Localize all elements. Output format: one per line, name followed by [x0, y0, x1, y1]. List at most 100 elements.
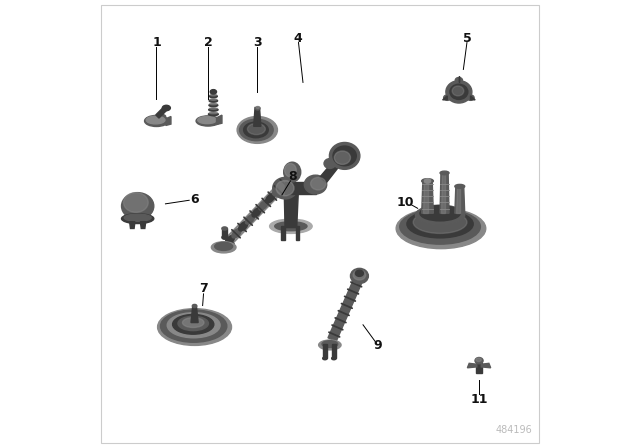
- Ellipse shape: [173, 314, 214, 334]
- Polygon shape: [320, 157, 342, 183]
- Ellipse shape: [210, 103, 217, 105]
- Ellipse shape: [353, 270, 365, 280]
- Ellipse shape: [157, 309, 232, 345]
- Ellipse shape: [400, 209, 481, 244]
- Ellipse shape: [245, 215, 255, 224]
- Ellipse shape: [273, 177, 298, 199]
- Ellipse shape: [285, 164, 296, 177]
- Polygon shape: [332, 344, 336, 358]
- Ellipse shape: [237, 116, 278, 143]
- Ellipse shape: [156, 114, 166, 119]
- Polygon shape: [140, 222, 146, 228]
- Polygon shape: [216, 115, 222, 125]
- Ellipse shape: [422, 179, 433, 183]
- Polygon shape: [467, 363, 477, 368]
- Ellipse shape: [255, 107, 260, 110]
- Polygon shape: [130, 222, 135, 228]
- FancyArrow shape: [156, 106, 168, 118]
- Ellipse shape: [305, 175, 326, 194]
- Bar: [296, 226, 300, 240]
- Ellipse shape: [452, 86, 464, 96]
- Ellipse shape: [396, 208, 486, 249]
- Ellipse shape: [272, 187, 282, 196]
- Ellipse shape: [209, 95, 218, 98]
- Ellipse shape: [196, 116, 220, 126]
- Text: 11: 11: [470, 393, 488, 406]
- Ellipse shape: [222, 227, 227, 230]
- Ellipse shape: [455, 185, 465, 188]
- Polygon shape: [253, 108, 261, 126]
- Ellipse shape: [444, 95, 451, 100]
- Ellipse shape: [209, 99, 218, 102]
- Text: 2: 2: [204, 36, 212, 49]
- Ellipse shape: [209, 113, 218, 116]
- Ellipse shape: [279, 180, 288, 189]
- Polygon shape: [455, 186, 465, 213]
- Polygon shape: [443, 96, 447, 100]
- Ellipse shape: [413, 211, 467, 233]
- Ellipse shape: [209, 104, 218, 107]
- Ellipse shape: [209, 108, 217, 109]
- Ellipse shape: [146, 116, 165, 124]
- Ellipse shape: [275, 222, 307, 231]
- Text: 8: 8: [288, 170, 296, 184]
- Ellipse shape: [446, 81, 472, 103]
- Text: 4: 4: [293, 31, 302, 45]
- Ellipse shape: [355, 270, 364, 276]
- Ellipse shape: [210, 94, 216, 96]
- Ellipse shape: [211, 242, 236, 253]
- Polygon shape: [476, 363, 482, 373]
- Ellipse shape: [407, 210, 473, 238]
- Polygon shape: [284, 188, 298, 228]
- Ellipse shape: [269, 219, 312, 233]
- Ellipse shape: [259, 201, 268, 210]
- Ellipse shape: [476, 358, 481, 362]
- Polygon shape: [166, 116, 171, 125]
- Ellipse shape: [232, 228, 241, 238]
- Ellipse shape: [225, 236, 234, 245]
- Polygon shape: [191, 306, 198, 323]
- Ellipse shape: [266, 194, 275, 203]
- Text: 484196: 484196: [496, 425, 533, 435]
- Polygon shape: [481, 363, 491, 368]
- Ellipse shape: [284, 162, 301, 182]
- Polygon shape: [440, 173, 449, 213]
- Ellipse shape: [415, 205, 465, 225]
- Ellipse shape: [323, 357, 327, 360]
- Ellipse shape: [334, 151, 351, 164]
- Text: 1: 1: [152, 36, 161, 49]
- Ellipse shape: [192, 305, 197, 308]
- Text: 10: 10: [396, 196, 414, 209]
- Ellipse shape: [209, 112, 218, 114]
- Ellipse shape: [211, 90, 216, 94]
- Ellipse shape: [475, 358, 483, 364]
- Polygon shape: [441, 173, 445, 213]
- Ellipse shape: [124, 214, 151, 221]
- Polygon shape: [323, 344, 327, 358]
- Ellipse shape: [319, 340, 341, 350]
- Ellipse shape: [210, 99, 217, 100]
- Ellipse shape: [310, 177, 326, 190]
- Ellipse shape: [440, 171, 449, 175]
- Ellipse shape: [332, 357, 336, 360]
- Ellipse shape: [450, 84, 468, 99]
- Ellipse shape: [163, 105, 170, 111]
- Polygon shape: [222, 228, 227, 237]
- Ellipse shape: [239, 119, 273, 141]
- Ellipse shape: [467, 95, 474, 100]
- Ellipse shape: [324, 159, 336, 168]
- Ellipse shape: [248, 123, 266, 135]
- Ellipse shape: [222, 236, 227, 239]
- Text: 3: 3: [253, 36, 262, 49]
- Ellipse shape: [182, 318, 204, 327]
- Ellipse shape: [322, 341, 338, 348]
- Ellipse shape: [351, 268, 369, 284]
- Ellipse shape: [244, 122, 268, 138]
- Polygon shape: [456, 186, 460, 213]
- Polygon shape: [470, 96, 475, 100]
- Ellipse shape: [239, 221, 248, 231]
- Polygon shape: [285, 182, 316, 194]
- Ellipse shape: [252, 207, 261, 217]
- Text: 7: 7: [199, 282, 208, 296]
- Ellipse shape: [256, 107, 259, 109]
